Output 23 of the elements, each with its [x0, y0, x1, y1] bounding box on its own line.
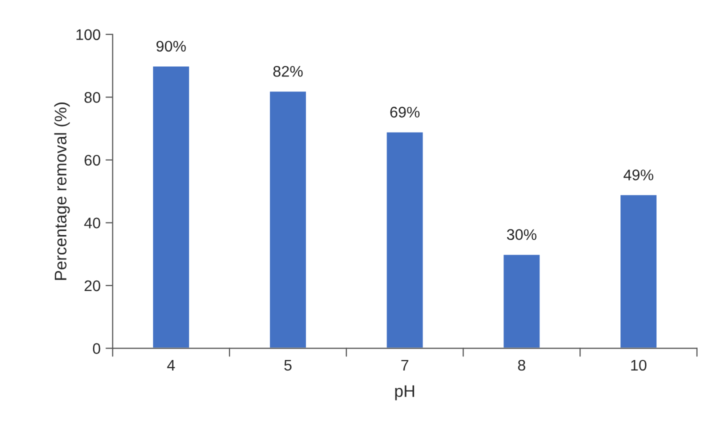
x-tick-label: 10	[631, 360, 646, 371]
bar	[268, 90, 308, 348]
y-tick-label: 60	[84, 154, 100, 166]
y-tick-label: 40	[84, 218, 100, 228]
x-tick-label: 5	[284, 360, 292, 371]
bar	[152, 65, 190, 348]
x-tick-label: 8	[518, 360, 526, 371]
data-label: 69%	[390, 106, 420, 118]
bar	[502, 253, 542, 348]
x-tick-label: 4	[167, 360, 175, 370]
y-tick-label: 0	[92, 343, 100, 354]
data-label: 90%	[156, 40, 186, 52]
data-label: 82%	[273, 66, 303, 77]
y-tick-label: 80	[84, 92, 100, 103]
data-label: 49%	[624, 170, 654, 180]
y-axis-title: Percentage removal (%)	[54, 102, 70, 280]
x-axis-title: pH	[395, 385, 414, 400]
x-tick-label: 7	[401, 360, 408, 370]
y-tick-label: 100	[76, 29, 100, 40]
bar	[385, 131, 424, 348]
bar	[619, 194, 658, 348]
data-label: 30%	[506, 229, 536, 240]
y-tick-label: 20	[84, 280, 100, 292]
